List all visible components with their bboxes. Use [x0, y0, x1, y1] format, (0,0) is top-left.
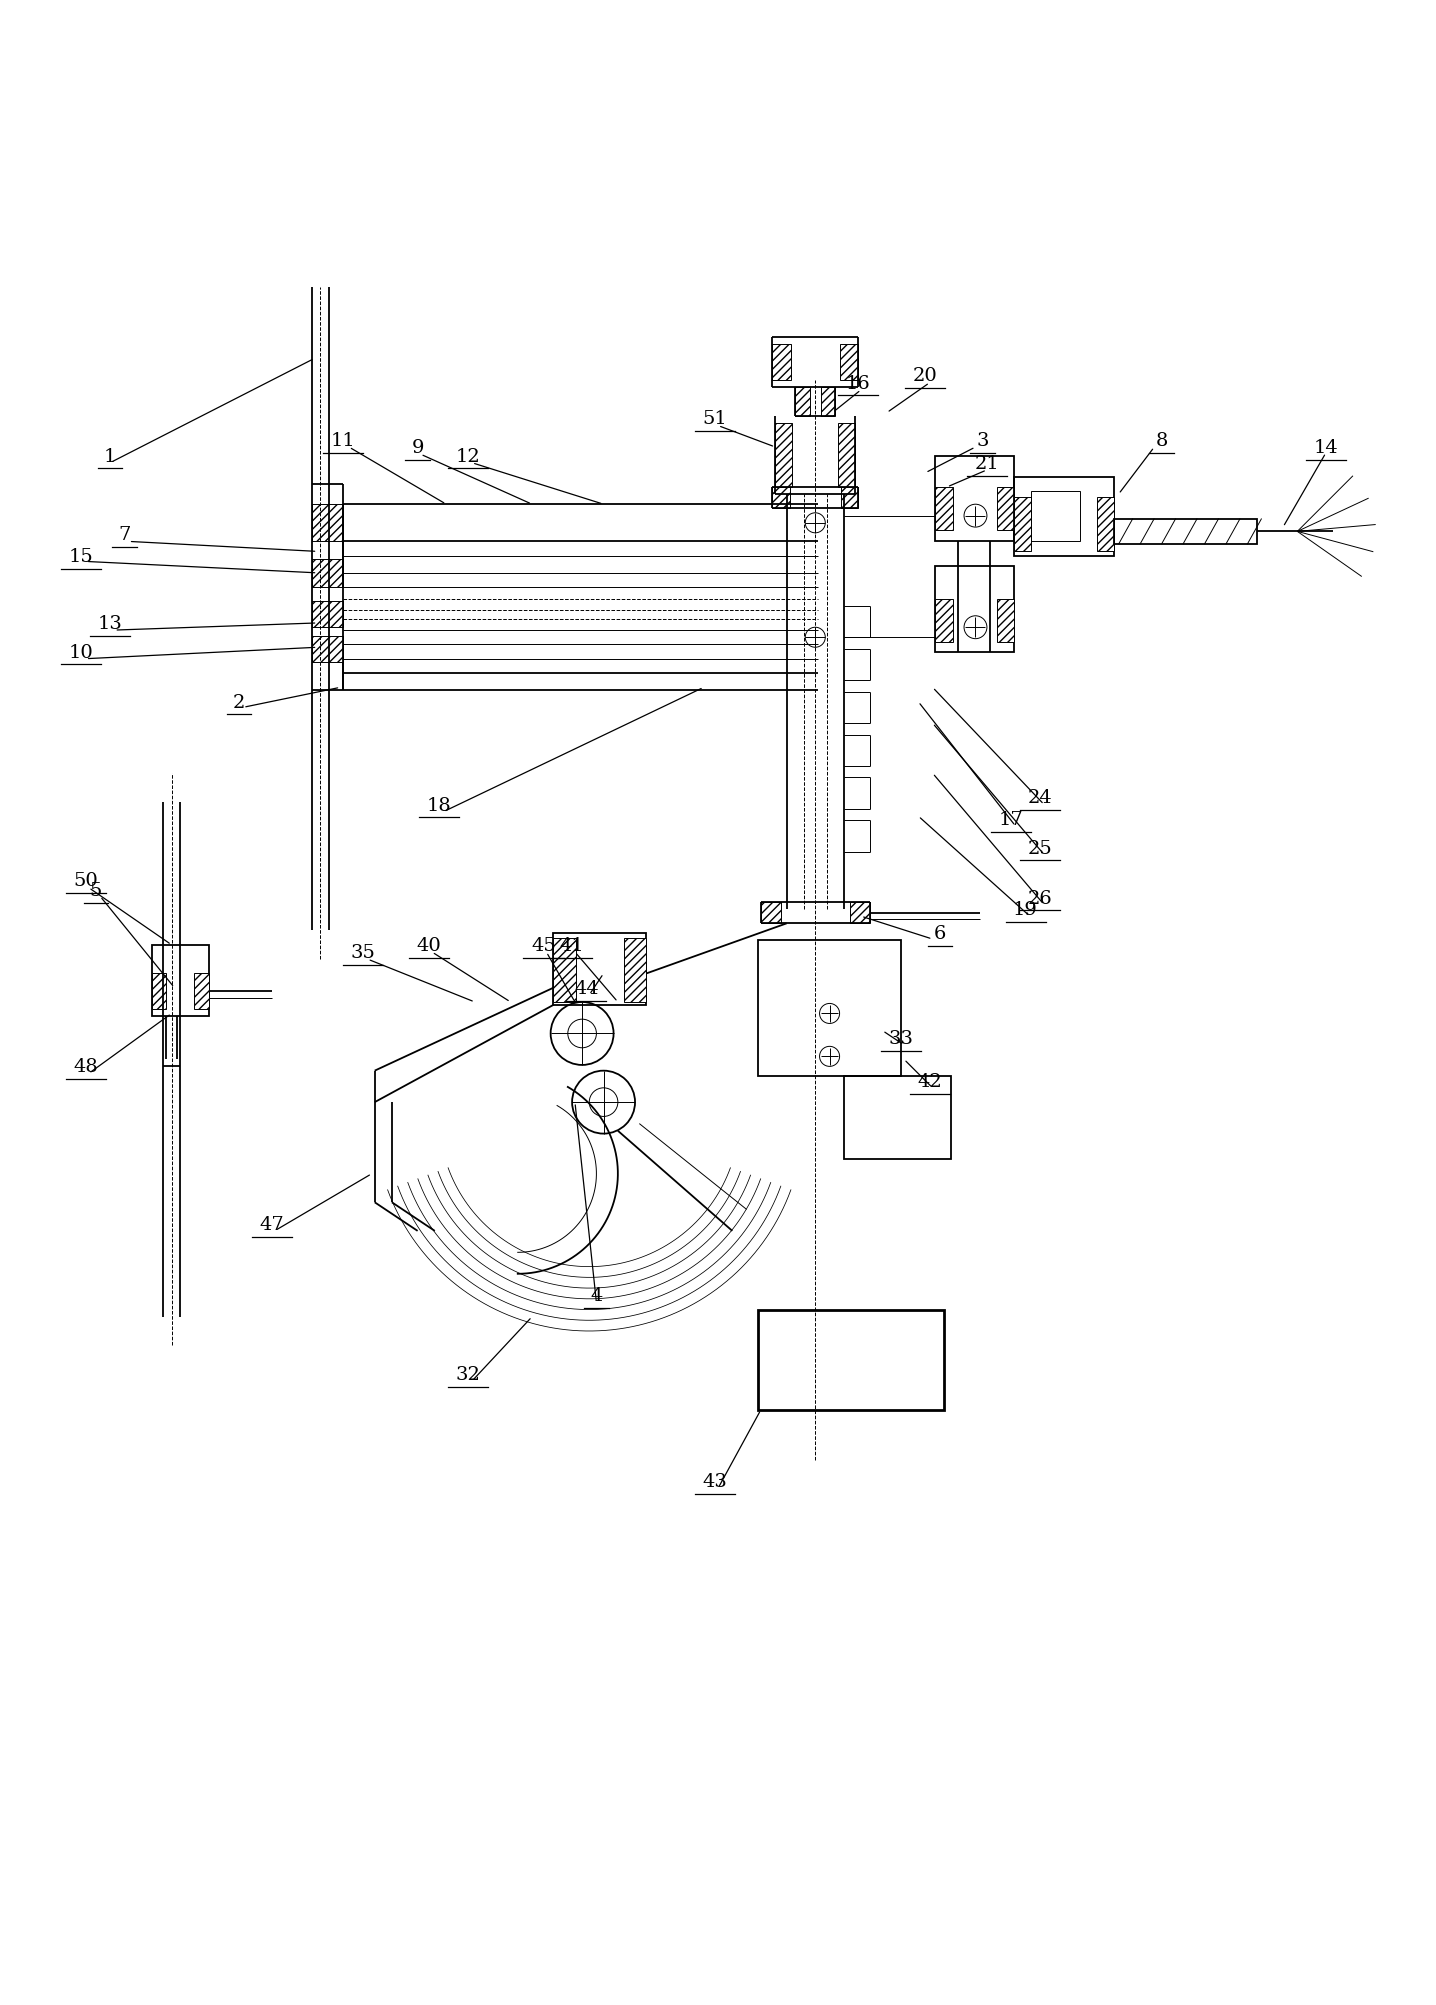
Bar [1031, 491, 1080, 541]
Bar [844, 1077, 951, 1159]
Text: 5: 5 [89, 882, 102, 900]
Text: 19: 19 [1014, 900, 1038, 918]
Text: 32: 32 [455, 1365, 480, 1383]
Text: 11: 11 [330, 431, 356, 449]
Bar [312, 602, 343, 628]
Bar [553, 938, 576, 1002]
Bar [152, 974, 165, 1011]
Text: 17: 17 [999, 810, 1024, 828]
Bar [194, 974, 208, 1011]
Text: 3: 3 [976, 431, 989, 449]
Bar [553, 934, 646, 1005]
Text: 4: 4 [590, 1287, 603, 1305]
Text: 43: 43 [702, 1472, 728, 1490]
Bar [773, 345, 791, 381]
Text: 51: 51 [702, 411, 728, 429]
Bar [997, 487, 1014, 531]
Bar [761, 902, 781, 924]
Bar [758, 940, 902, 1077]
Text: 42: 42 [918, 1073, 942, 1091]
Bar [312, 505, 343, 541]
Text: 41: 41 [560, 936, 584, 954]
Bar [623, 938, 646, 1002]
Bar [935, 457, 1014, 541]
Text: 25: 25 [1028, 840, 1053, 856]
Bar [312, 636, 343, 662]
Bar [1014, 497, 1031, 551]
Bar [796, 387, 810, 417]
Text: 8: 8 [1155, 431, 1167, 449]
Bar [935, 567, 1014, 652]
Text: 24: 24 [1028, 790, 1053, 808]
Text: 44: 44 [574, 978, 599, 996]
Bar [839, 423, 856, 487]
Bar [841, 487, 859, 509]
Bar [935, 487, 952, 531]
Text: 2: 2 [233, 694, 246, 712]
Bar [773, 487, 790, 509]
Text: 48: 48 [73, 1059, 98, 1077]
Bar [935, 599, 952, 642]
Bar [1097, 497, 1114, 551]
Bar [312, 559, 343, 587]
Text: 15: 15 [69, 547, 93, 565]
Bar [821, 387, 836, 417]
Text: 35: 35 [350, 944, 376, 962]
Text: 9: 9 [411, 439, 424, 457]
Text: 16: 16 [846, 375, 870, 393]
Text: 13: 13 [98, 616, 122, 634]
Bar [152, 944, 208, 1017]
Text: 10: 10 [69, 644, 93, 662]
Text: 12: 12 [455, 447, 480, 465]
Bar [1014, 477, 1114, 557]
Text: 20: 20 [913, 367, 938, 385]
Text: 45: 45 [531, 936, 556, 954]
Text: 26: 26 [1028, 888, 1053, 906]
Bar [758, 1309, 943, 1410]
Text: 21: 21 [975, 455, 999, 473]
Text: 1: 1 [103, 447, 116, 465]
Text: 7: 7 [118, 525, 131, 543]
Bar [850, 902, 870, 924]
Text: 14: 14 [1314, 439, 1338, 457]
Text: 40: 40 [416, 936, 441, 954]
Bar [1114, 519, 1258, 545]
Text: 50: 50 [73, 872, 98, 890]
Text: 18: 18 [426, 796, 451, 814]
Text: 33: 33 [889, 1029, 913, 1047]
Text: 6: 6 [933, 924, 946, 942]
Bar [840, 345, 859, 381]
Bar [775, 423, 793, 487]
Text: 47: 47 [260, 1215, 284, 1233]
Bar [997, 599, 1014, 642]
